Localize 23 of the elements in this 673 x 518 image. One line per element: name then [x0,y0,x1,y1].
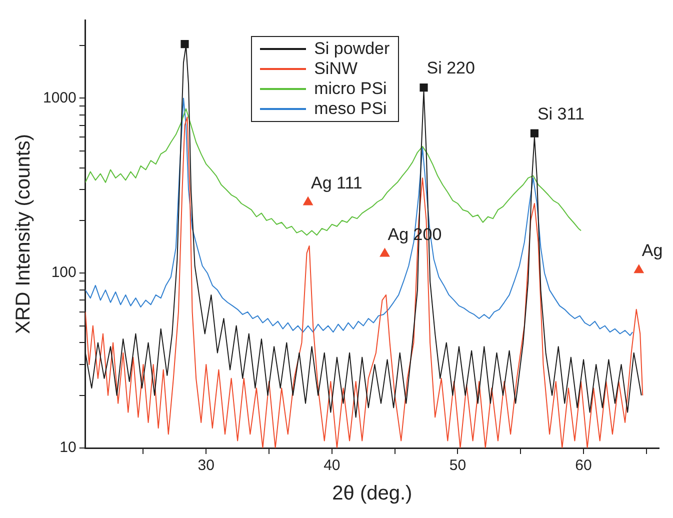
x-tick-label: 50 [449,457,466,474]
annotation: Ag [642,241,663,260]
x-tick-label: 60 [575,457,592,474]
y-tick-label: 1000 [42,89,76,106]
legend-label: Si powder [314,39,390,59]
point [380,248,390,257]
annotation: Ag 111 [311,173,362,192]
point [420,84,428,92]
x-tick-label: 30 [198,457,214,474]
y-tick-label: 10 [60,439,76,456]
x-tick-label: 40 [324,457,340,474]
point [530,129,538,138]
legend-label: meso PSi [314,99,387,119]
point [303,196,313,206]
y-axis-title: XRD Intensity (counts) [12,134,35,334]
legend-label: SiNW [314,59,358,79]
annotation: Si 311 [537,104,584,124]
point [180,40,189,48]
point [634,264,644,274]
y-tick-label: 100 [51,264,76,282]
x-axis-title: 2θ (deg.) [332,482,412,505]
annotation: Si 220 [426,58,475,78]
legend-label: micro PSi [314,79,387,99]
